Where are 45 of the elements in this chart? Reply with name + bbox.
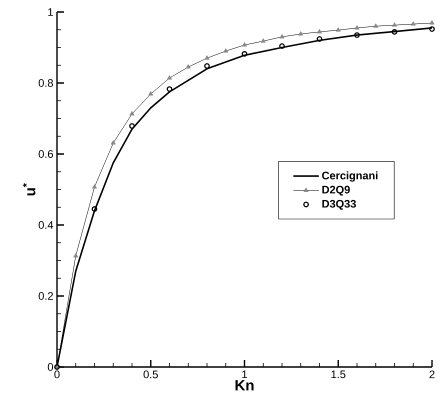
point: [148, 91, 154, 96]
x-tick-label: 1.5: [331, 370, 346, 378]
y-tick-label: 0.8: [38, 79, 53, 87]
point: [166, 86, 172, 92]
legend-label: D2Q9: [322, 186, 350, 196]
point: [298, 31, 304, 36]
point: [260, 38, 266, 43]
y-axis-title: u$^{*}$: [22, 183, 36, 196]
point: [430, 20, 434, 25]
point: [73, 253, 78, 258]
point: [110, 140, 116, 145]
point: [279, 43, 285, 49]
point: [354, 32, 360, 38]
point: [130, 111, 134, 116]
point: [92, 206, 98, 212]
y-tick-label: 0.6: [38, 150, 53, 158]
point: [392, 29, 398, 35]
y-tick-label: 1: [48, 8, 53, 16]
point: [242, 42, 247, 47]
point: [317, 29, 322, 34]
point: [373, 23, 378, 28]
point: [204, 55, 210, 60]
point: [280, 34, 284, 38]
legend-label: Cercignani: [322, 171, 378, 182]
point: [186, 64, 191, 69]
x-axis-title: Kn: [236, 380, 254, 390]
point: [316, 36, 322, 42]
x-tick-label: 1: [242, 370, 248, 378]
point: [223, 48, 228, 53]
point: [204, 63, 210, 69]
point: [167, 75, 172, 80]
point: [92, 184, 97, 189]
point: [242, 51, 248, 57]
point: [410, 21, 416, 26]
x-tick-label: 0.5: [144, 370, 158, 378]
x-tick-label: 0: [54, 370, 60, 378]
legend-label: D3Q33: [322, 200, 356, 210]
x-tick-label: 2: [430, 370, 434, 378]
y-tick-label: 0: [48, 363, 54, 371]
point: [354, 25, 360, 30]
y-tick-label: 0.2: [38, 292, 53, 300]
point: [129, 123, 135, 129]
y-tick-label: 0.4: [38, 221, 54, 229]
point: [336, 27, 341, 32]
point: [392, 22, 397, 27]
